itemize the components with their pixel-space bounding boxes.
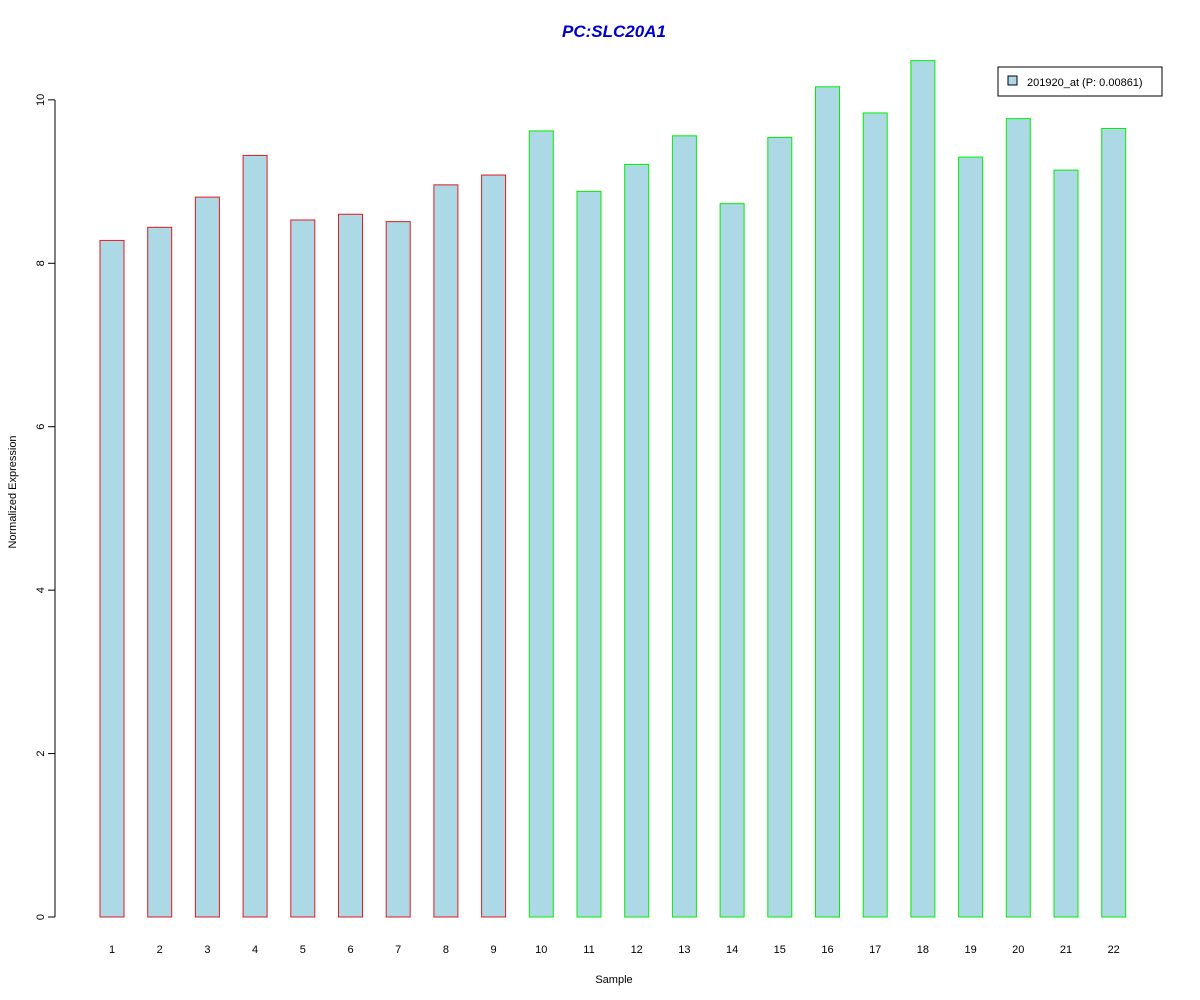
x-tick-label: 15	[774, 944, 786, 956]
bar-sample-5	[290, 219, 316, 918]
y-tick-label: 2	[35, 751, 47, 757]
bar-sample-1	[99, 239, 125, 918]
y-tick-label: 6	[35, 424, 47, 430]
x-tick-label: 21	[1060, 944, 1072, 956]
x-tick-label: 9	[491, 944, 497, 956]
bar-sample-21	[1053, 169, 1079, 918]
x-tick-label: 18	[917, 944, 929, 956]
legend-box	[997, 66, 1163, 97]
x-tick-label: 3	[204, 944, 210, 956]
x-tick-label: 10	[535, 944, 547, 956]
bar-sample-8	[433, 184, 459, 918]
x-tick-label: 8	[443, 944, 449, 956]
x-tick-label: 14	[726, 944, 738, 956]
x-tick-label: 17	[869, 944, 881, 956]
x-tick-label: 19	[964, 944, 976, 956]
x-tick-label: 12	[631, 944, 643, 956]
bar-sample-13	[671, 135, 697, 918]
bar-sample-18	[910, 60, 936, 918]
bar-sample-3	[194, 196, 220, 918]
chart-title: PC:SLC20A1	[562, 22, 666, 41]
bar-sample-4	[242, 154, 268, 918]
legend: 201920_at (P: 0.00861)	[997, 66, 1163, 97]
x-tick-label: 4	[252, 944, 258, 956]
bar-sample-17	[862, 112, 888, 918]
y-axis-label: Normalized Expression	[7, 435, 19, 548]
x-tick-label: 20	[1012, 944, 1024, 956]
bar-sample-19	[958, 156, 984, 918]
bar-sample-14	[719, 203, 745, 918]
y-tick-label: 10	[35, 94, 47, 106]
legend-label: 201920_at (P: 0.00861)	[1027, 77, 1143, 89]
y-tick-label: 0	[35, 914, 47, 920]
bar-sample-20	[1005, 118, 1031, 918]
bar-sample-12	[624, 163, 650, 918]
x-tick-label: 22	[1108, 944, 1120, 956]
x-tick-label: 2	[157, 944, 163, 956]
x-tick-label: 1	[109, 944, 115, 956]
bar-sample-16	[815, 86, 840, 918]
bar-sample-7	[385, 221, 411, 918]
bar-sample-6	[338, 213, 363, 918]
y-tick-label: 4	[35, 587, 47, 593]
bar-sample-9	[481, 174, 507, 918]
y-tick-label: 8	[35, 260, 47, 266]
x-tick-label: 7	[395, 944, 401, 956]
bar-sample-22	[1101, 127, 1127, 918]
bar-sample-11	[576, 190, 602, 918]
x-tick-label: 13	[678, 944, 690, 956]
x-tick-label: 5	[300, 944, 306, 956]
bar-sample-2	[147, 226, 173, 918]
bar-sample-10	[528, 130, 554, 918]
x-tick-label: 6	[347, 944, 353, 956]
bar-sample-15	[767, 136, 793, 918]
legend-swatch	[1007, 75, 1018, 86]
x-axis-label: Sample	[595, 974, 632, 986]
x-tick-label: 11	[583, 944, 594, 956]
x-tick-label: 16	[821, 944, 833, 956]
